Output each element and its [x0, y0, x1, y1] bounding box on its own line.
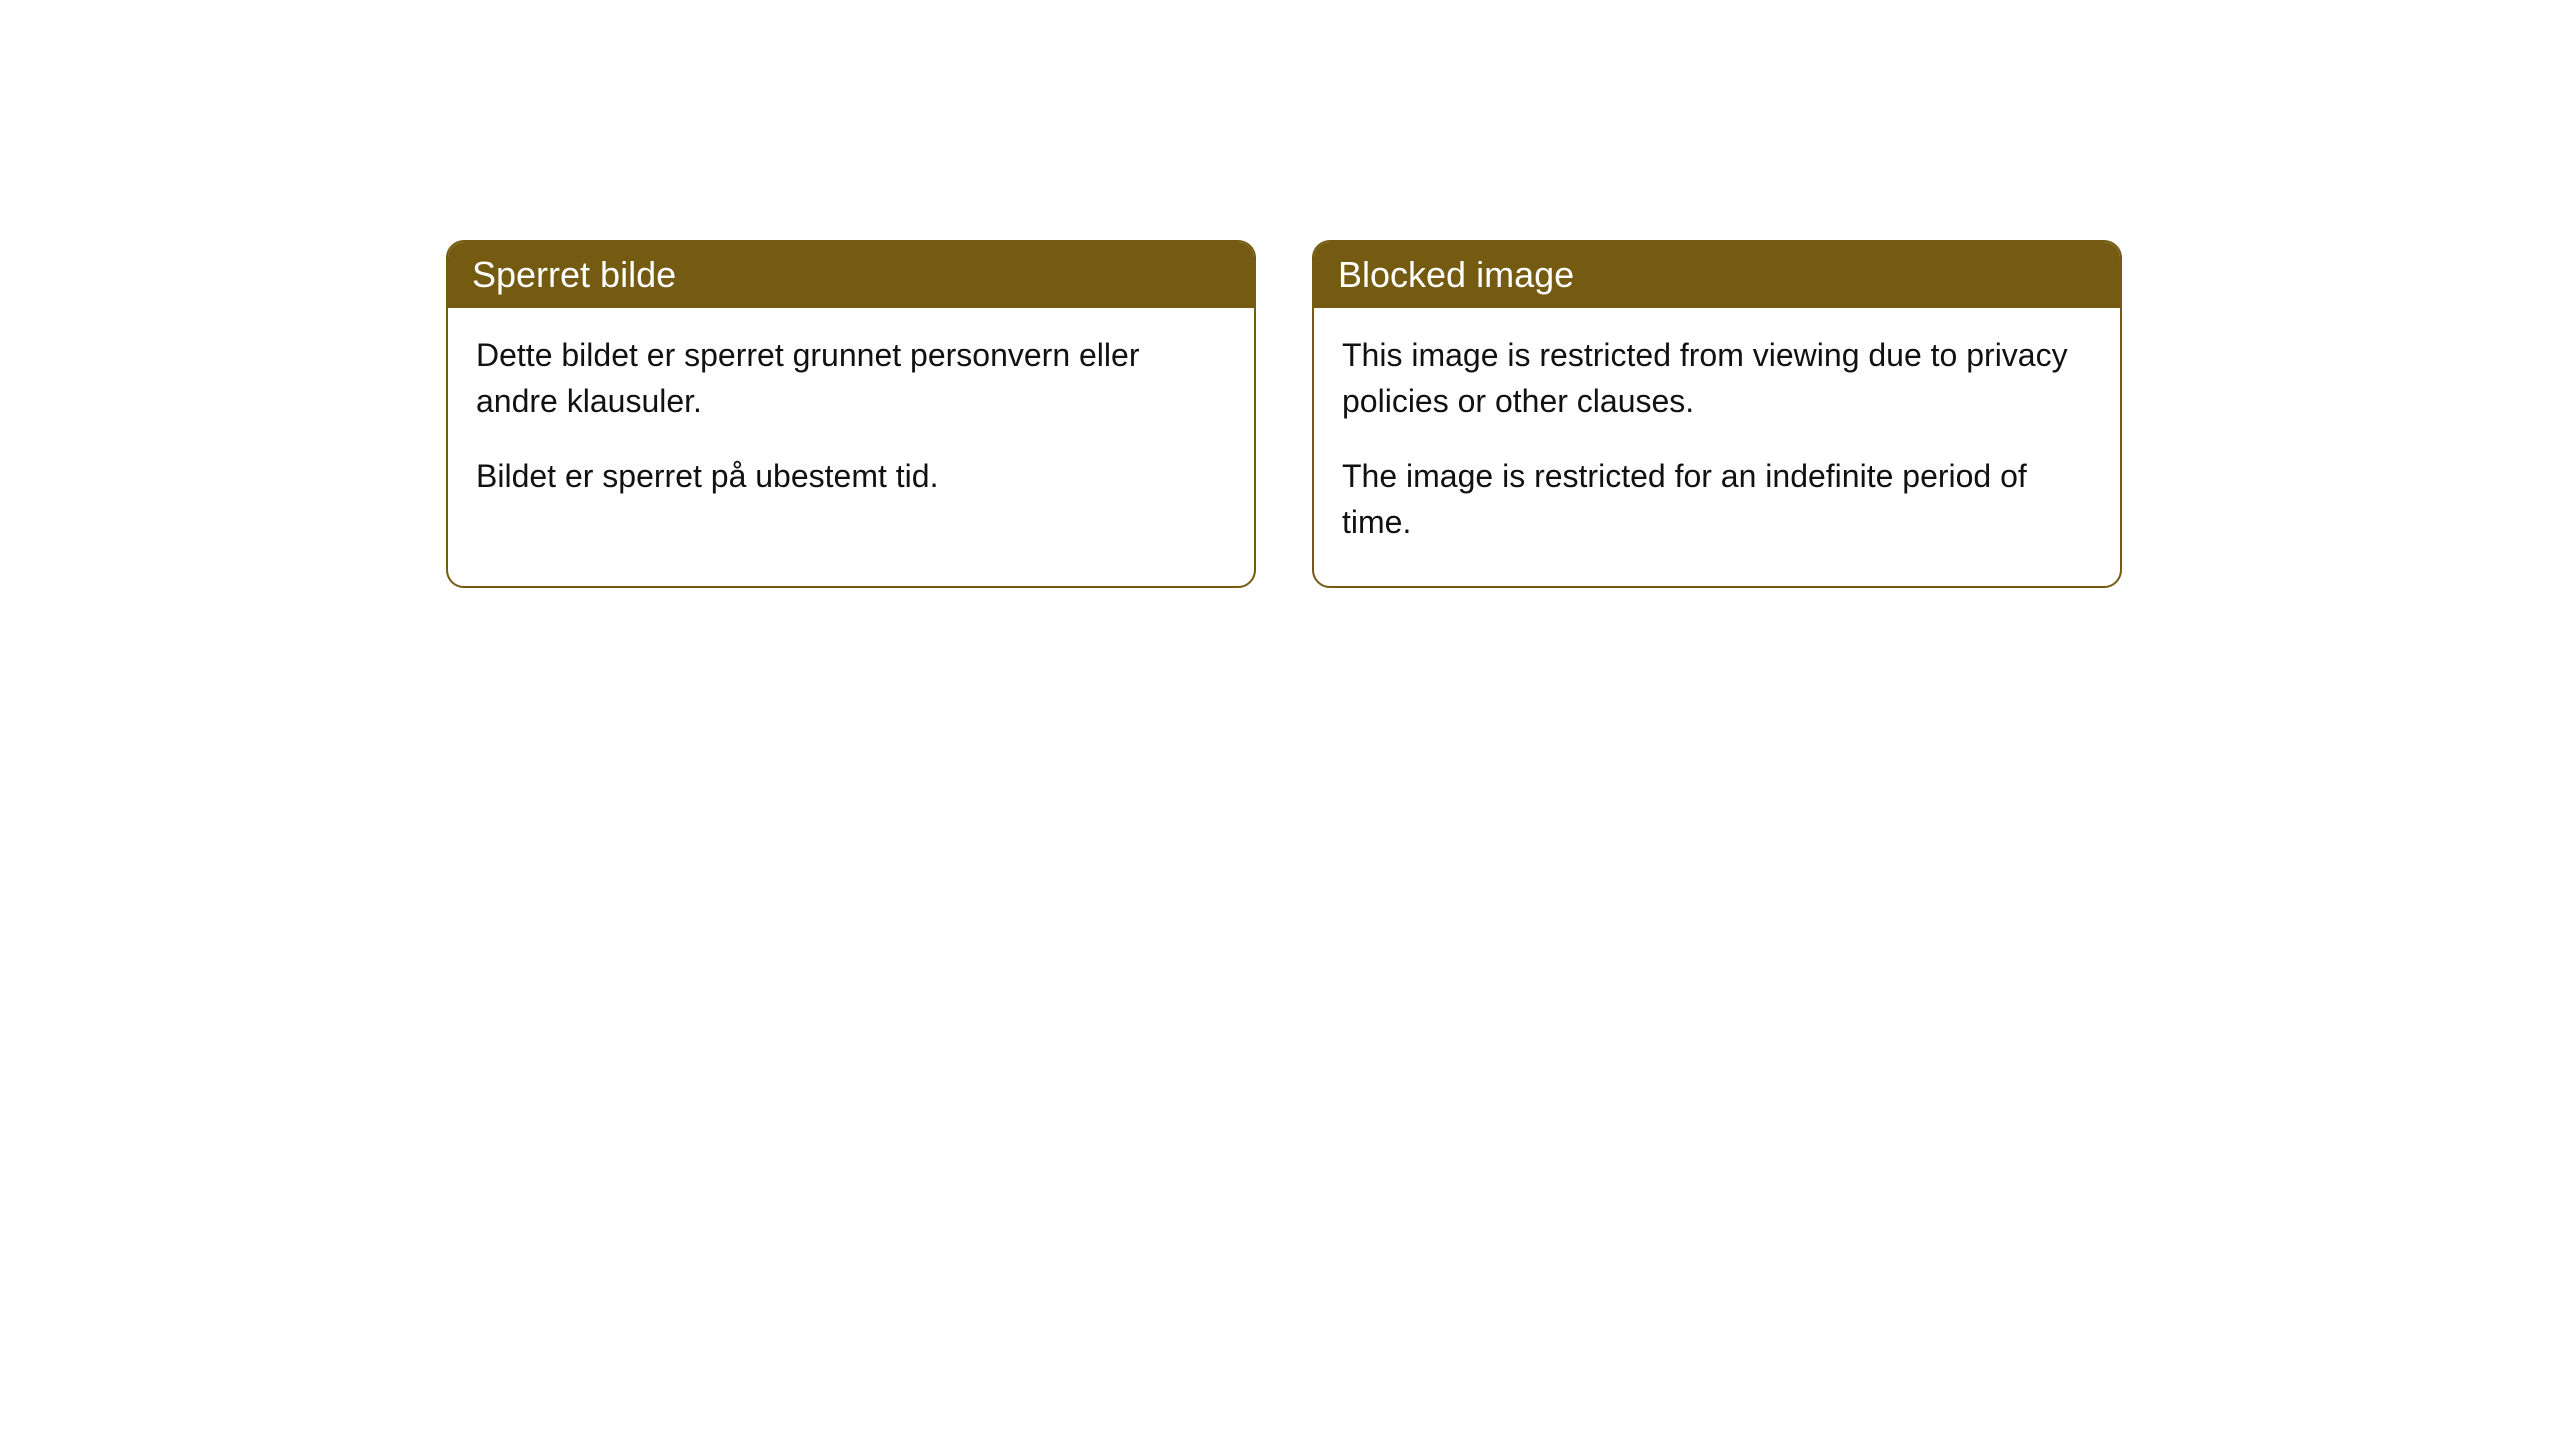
- card-title: Sperret bilde: [448, 242, 1254, 308]
- card-title: Blocked image: [1314, 242, 2120, 308]
- card-body: Dette bildet er sperret grunnet personve…: [448, 308, 1254, 539]
- notice-card-norwegian: Sperret bilde Dette bildet er sperret gr…: [446, 240, 1256, 588]
- notice-card-english: Blocked image This image is restricted f…: [1312, 240, 2122, 588]
- card-paragraph: The image is restricted for an indefinit…: [1342, 453, 2092, 546]
- card-paragraph: Dette bildet er sperret grunnet personve…: [476, 332, 1226, 425]
- card-paragraph: Bildet er sperret på ubestemt tid.: [476, 453, 1226, 499]
- card-paragraph: This image is restricted from viewing du…: [1342, 332, 2092, 425]
- card-body: This image is restricted from viewing du…: [1314, 308, 2120, 586]
- notice-cards-container: Sperret bilde Dette bildet er sperret gr…: [446, 240, 2122, 588]
